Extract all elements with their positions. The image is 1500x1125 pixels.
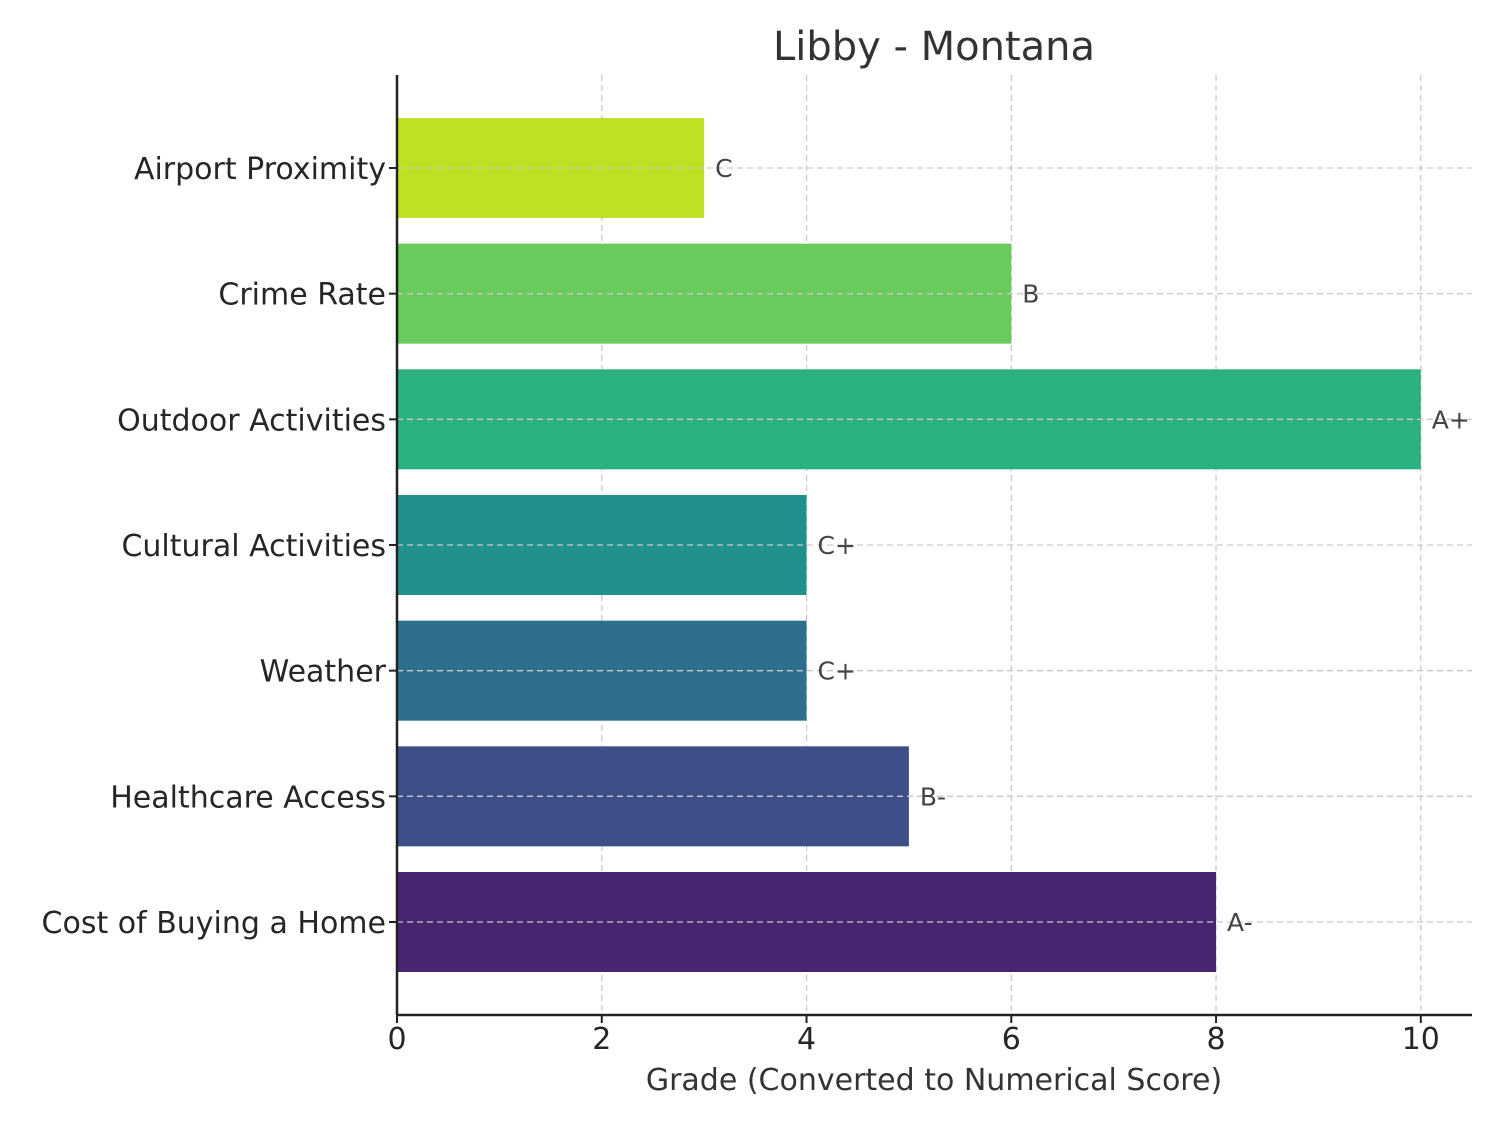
value-labels: A- B- C+ C+ A+ B C [715, 154, 1470, 937]
y-tick-label: Weather [260, 655, 387, 690]
y-tick-label: Outdoor Activities [117, 403, 386, 438]
x-tick-label: 2 [592, 1022, 611, 1057]
y-tick-label: Cost of Buying a Home [42, 906, 386, 941]
value-label: C [715, 154, 732, 183]
value-label: C+ [818, 657, 856, 686]
value-label: B- [920, 782, 946, 811]
x-tick-label: 10 [1402, 1022, 1440, 1057]
x-tick-label: 4 [797, 1022, 816, 1057]
x-tick-label: 6 [1002, 1022, 1021, 1057]
y-tick-label: Airport Proximity [134, 152, 386, 187]
value-label: A+ [1432, 405, 1470, 434]
x-tick-label: 0 [387, 1022, 406, 1057]
value-label: A- [1227, 908, 1253, 937]
y-tick-label: Healthcare Access [110, 780, 386, 815]
axes: Cost of Buying a Home Healthcare Access We… [42, 75, 1472, 1057]
x-tick-label: 8 [1207, 1022, 1226, 1057]
y-tick-label: Cultural Activities [121, 529, 386, 564]
value-label: B [1022, 280, 1039, 309]
chart-title: Libby - Montana [773, 24, 1095, 70]
value-label: C+ [818, 531, 856, 560]
y-tick-label: Crime Rate [218, 278, 386, 313]
x-axis-title: Grade (Converted to Numerical Score) [646, 1063, 1222, 1098]
